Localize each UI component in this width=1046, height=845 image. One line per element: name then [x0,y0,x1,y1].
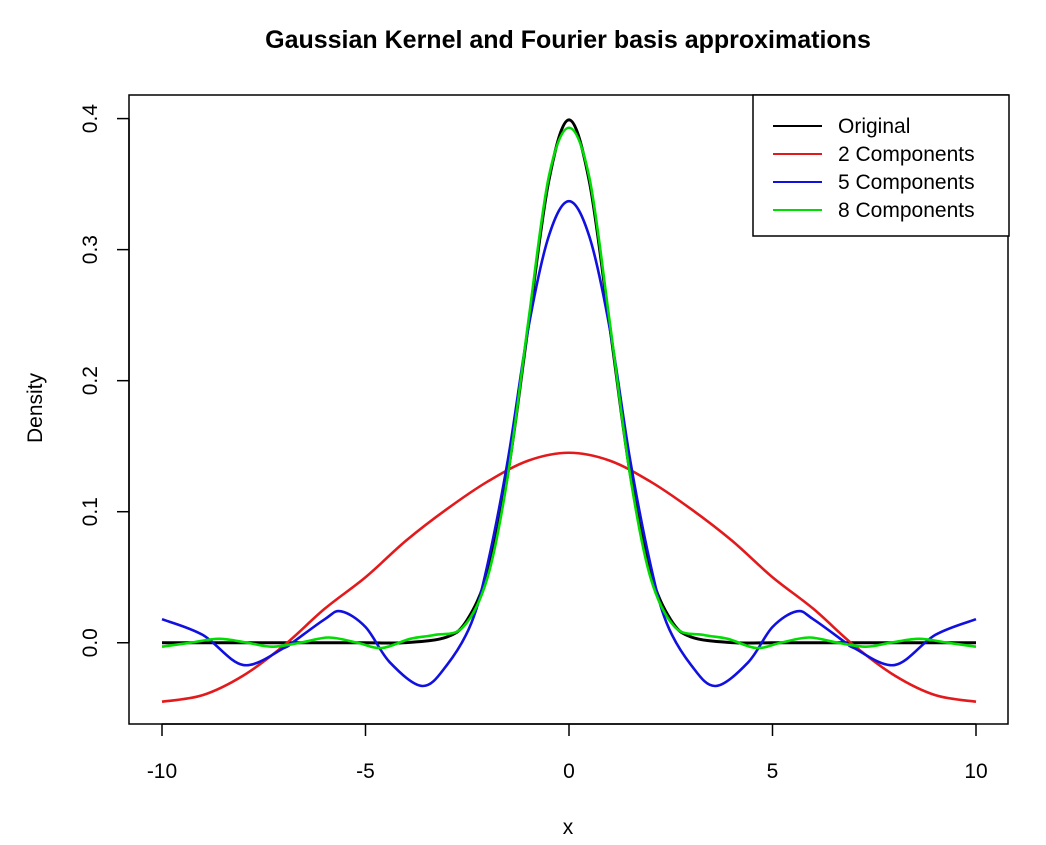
series-line-5-components [161,199,977,688]
series-line-8-components [161,126,977,650]
legend-entry-original: Original [838,115,910,138]
y-tick-label: 0.1 [79,497,102,526]
x-axis-label: x [563,816,574,839]
legend: Original 2 Components 5 Components 8 Compon… [752,94,1010,237]
x-tick-label: 0 [563,760,575,783]
y-tick-label: 0.4 [79,104,102,134]
legend-box [752,94,1010,237]
x-axis: -10 -5 0 5 10 [147,723,988,783]
y-tick-label: 0.3 [79,235,102,264]
chart-title: Gaussian Kernel and Fourier basis approx… [265,26,871,54]
x-tick-label: -10 [147,760,177,783]
series-line-original [161,118,976,645]
series-line-2-components [161,451,977,704]
series-layer [161,118,977,704]
legend-entry-5-components: 5 Components [838,171,975,194]
legend-entry-8-components: 8 Components [838,199,975,222]
y-axis-label: Density [24,372,47,443]
y-tick-label: 0.2 [79,366,102,395]
x-tick-label: 5 [767,760,779,783]
legend-entry-2-components: 2 Components [838,143,975,166]
y-tick-label: 0.0 [79,628,102,657]
x-tick-label: -5 [356,760,375,783]
x-tick-label: 10 [964,760,987,783]
y-axis: 0.0 0.1 0.2 0.3 0.4 [79,104,130,657]
